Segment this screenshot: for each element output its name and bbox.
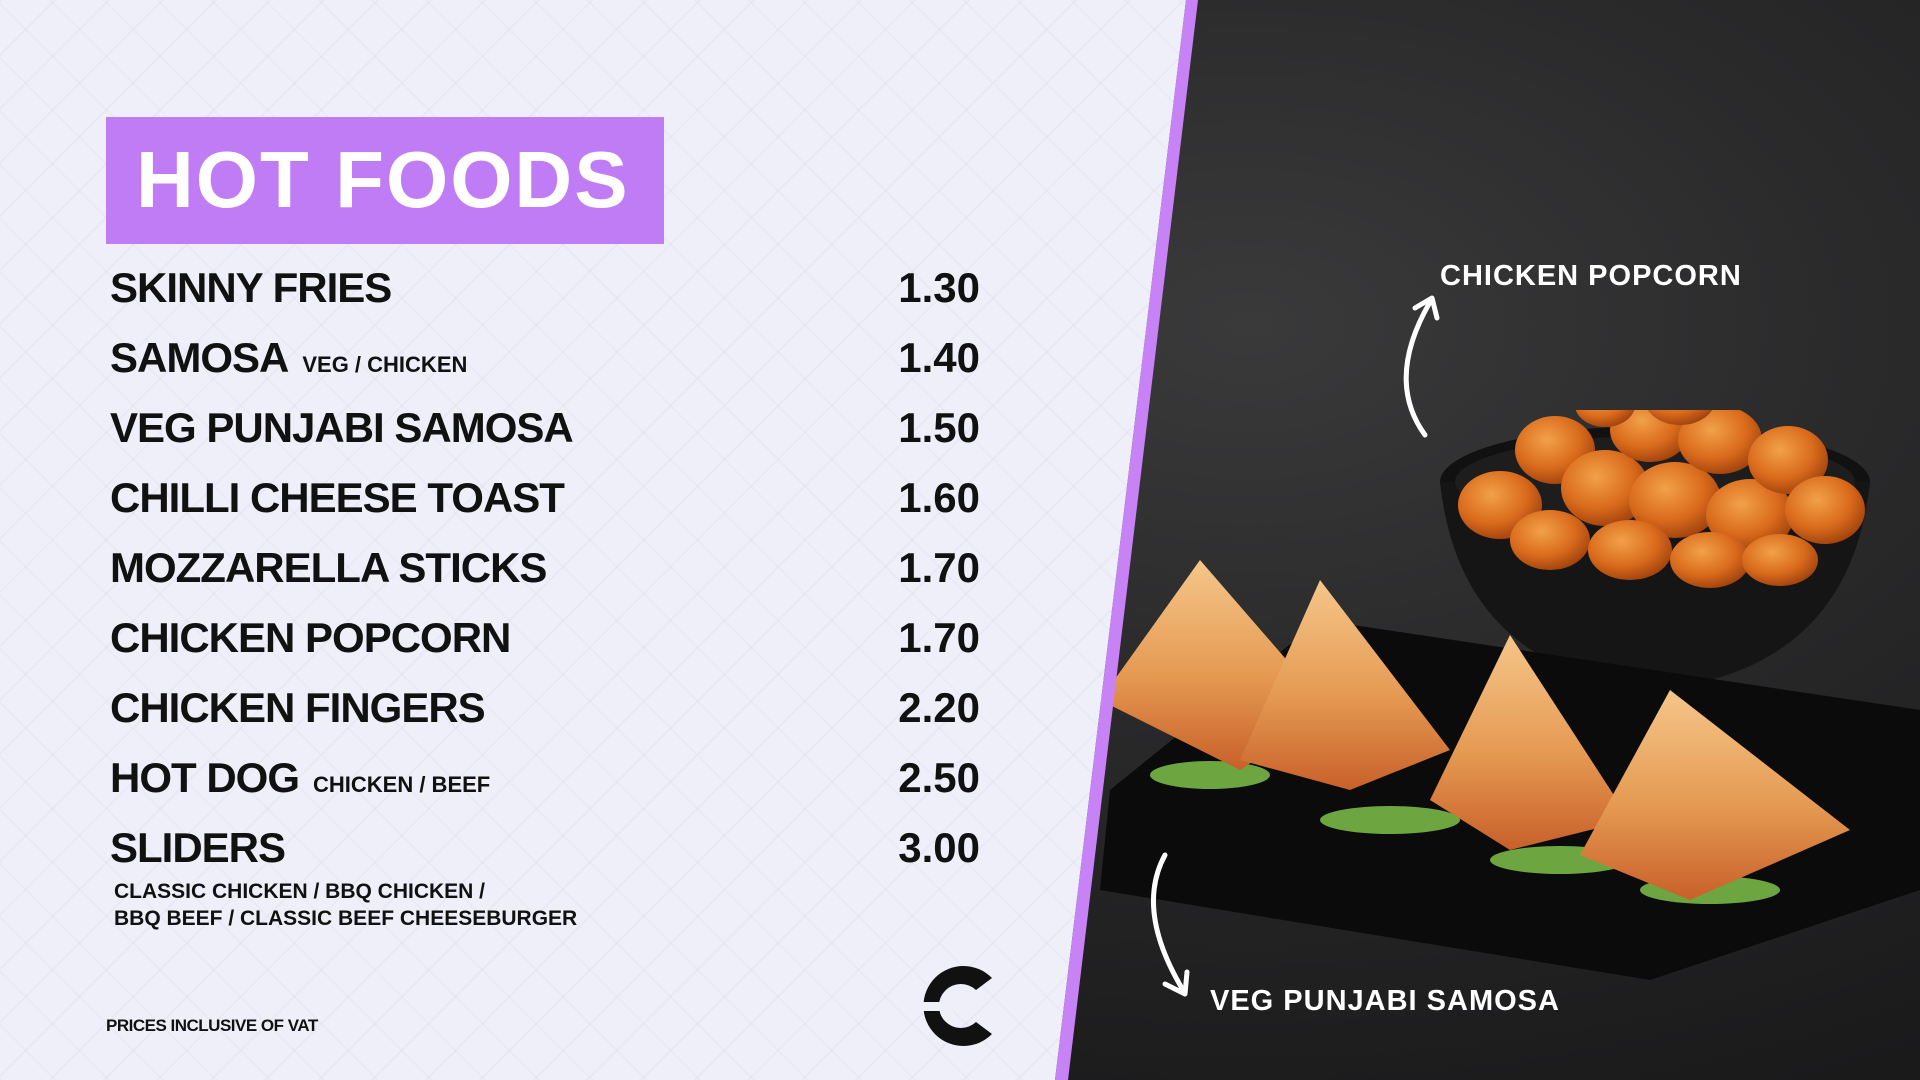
sliders-options-line: CLASSIC CHICKEN / BBQ CHICKEN / bbox=[114, 880, 486, 903]
title-banner bbox=[106, 117, 664, 244]
item-price: 1.50 bbox=[898, 404, 980, 451]
menu-item: SLIDERS 3.00 bbox=[110, 818, 980, 878]
item-name: HOT DOG CHICKEN / BEEF bbox=[110, 754, 491, 801]
menu-item: SKINNY FRIES 1.30 bbox=[110, 258, 980, 318]
item-name: MOZZARELLA STICKS bbox=[110, 544, 547, 591]
sliders-options-line: BBQ BEEF / CLASSIC BEEF CHEESEBURGER bbox=[114, 907, 578, 930]
vat-footnote: PRICES INCLUSIVE OF VAT bbox=[106, 1016, 318, 1035]
curved-arrow-icon bbox=[1150, 852, 1190, 997]
item-options: VEG / CHICKEN bbox=[302, 352, 468, 377]
menu-item: CHILLI CHEESE TOAST 1.60 bbox=[110, 468, 980, 528]
item-name: SLIDERS bbox=[110, 824, 286, 871]
menu-item: MOZZARELLA STICKS 1.70 bbox=[110, 538, 980, 598]
item-price: 1.40 bbox=[898, 334, 980, 381]
item-price: 2.20 bbox=[898, 684, 980, 731]
menu-item: SAMOSA VEG / CHICKEN 1.40 bbox=[110, 328, 980, 388]
item-price: 1.70 bbox=[898, 544, 980, 591]
item-name: VEG PUNJABI SAMOSA bbox=[110, 404, 574, 451]
c-logo-icon bbox=[918, 966, 992, 1046]
item-name: SAMOSA VEG / CHICKEN bbox=[110, 334, 468, 381]
samosa-label: VEG PUNJABI SAMOSA bbox=[1210, 985, 1560, 1017]
item-name: CHICKEN FINGERS bbox=[110, 684, 486, 731]
item-price: 1.60 bbox=[898, 474, 980, 521]
item-name: CHILLI CHEESE TOAST bbox=[110, 474, 565, 521]
item-price: 1.70 bbox=[898, 614, 980, 661]
item-options: CHICKEN / BEEF bbox=[313, 772, 491, 797]
menu-item: CHICKEN POPCORN 1.70 bbox=[110, 608, 980, 668]
menu-item: CHICKEN FINGERS 2.20 bbox=[110, 678, 980, 738]
item-price: 2.50 bbox=[898, 754, 980, 801]
curved-arrow-icon bbox=[1403, 295, 1440, 438]
popcorn-label: CHICKEN POPCORN bbox=[1440, 260, 1742, 292]
item-price: 3.00 bbox=[898, 824, 980, 871]
samosa-tray-image bbox=[1100, 560, 1920, 980]
sliders-options: CLASSIC CHICKEN / BBQ CHICKEN / BBQ BEEF… bbox=[114, 878, 577, 932]
item-name: SKINNY FRIES bbox=[110, 264, 392, 311]
menu-item: HOT DOG CHICKEN / BEEF 2.50 bbox=[110, 748, 980, 808]
page-title: HOT FOODS bbox=[136, 135, 630, 224]
item-price: 1.30 bbox=[898, 264, 980, 311]
chicken-popcorn-bowl-image bbox=[1440, 410, 1870, 690]
menu-item: VEG PUNJABI SAMOSA 1.50 bbox=[110, 398, 980, 458]
item-name: CHICKEN POPCORN bbox=[110, 614, 511, 661]
